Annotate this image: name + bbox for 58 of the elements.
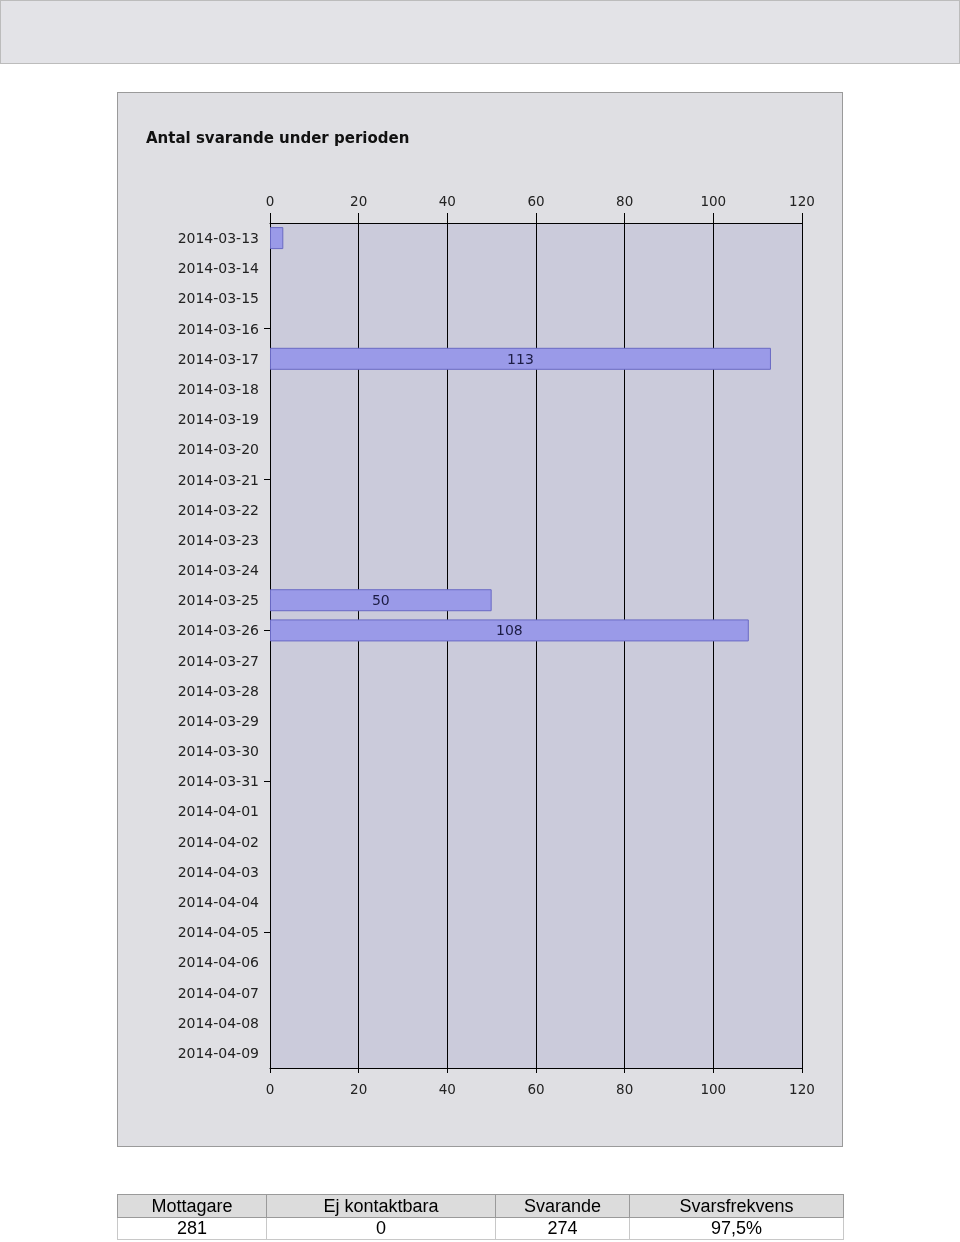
y-tick-label: 2014-03-15 [177,290,259,307]
x2-tick-label: 0 [265,193,275,209]
x2-tick-label: 80 [616,193,634,209]
y-tick-label: 2014-03-17 [177,350,259,367]
y-tick-label: 2014-04-05 [177,924,259,941]
y-tick-label: 2014-04-07 [177,984,259,1001]
x2-tick-label: 100 [700,193,727,209]
x2-tick-label: 120 [789,193,815,209]
data-label: 281 [117,1217,267,1240]
x-tick-label: 120 [789,1081,815,1097]
y-tick-label: 2014-03-31 [177,773,259,790]
bar [270,619,749,642]
y-tick-label: 2014-03-20 [177,441,259,458]
x-tick-label: 0 [265,1081,275,1097]
data-label: 0 [266,1217,496,1240]
category-label: Mottagare [117,1194,267,1218]
x-tick-label: 60 [527,1081,545,1097]
y-tick-label: 2014-03-19 [177,411,259,428]
x-tick-label: 100 [700,1081,727,1097]
y-tick-label: 2014-03-14 [177,260,260,277]
x2-tick-label: 40 [438,193,456,209]
y-tick-label: 2014-04-01 [177,803,259,820]
chart-title: Antal svarande under perioden [146,128,410,147]
y-tick-label: 2014-04-06 [177,954,260,971]
y-tick-label: 2014-03-26 [177,622,260,639]
data-label: 113 [507,350,534,367]
category-label: Svarsfrekvens [629,1194,844,1218]
data-label: 274 [495,1217,630,1240]
y-tick-label: 2014-03-23 [177,531,259,548]
y-tick-label: 2014-04-03 [177,863,259,880]
y-tick-label: 2014-03-28 [177,682,259,699]
y-tick-label: 2014-04-02 [177,833,259,850]
bar [270,347,771,370]
y-tick-label: 2014-03-22 [177,501,259,518]
y-tick-label: 2014-03-18 [177,380,259,397]
data-label: 50 [371,592,390,609]
bar [270,589,492,612]
y-tick-label: 2014-04-04 [177,894,260,911]
x-tick-label: 80 [616,1081,634,1097]
data-label: 108 [496,622,523,639]
data-label: 97,5% [629,1217,844,1240]
bar [270,227,284,250]
y-tick-label: 2014-03-24 [177,562,260,579]
x-tick-label: 20 [350,1081,368,1097]
y-tick-label: 2014-04-09 [177,1044,259,1061]
x2-tick-label: 60 [527,193,545,209]
x-tick-label: 40 [438,1081,456,1097]
y-tick-label: 2014-03-25 [177,592,259,609]
x2-tick-label: 20 [350,193,368,209]
y-tick-label: 2014-03-30 [177,743,259,760]
y-tick-label: 2014-03-27 [177,652,259,669]
y-tick-label: 2014-03-16 [177,320,260,337]
y-tick-label: 2014-03-29 [177,712,259,729]
category-label: Ej kontaktbara [266,1194,496,1218]
y-tick-label: 2014-04-08 [177,1014,259,1031]
y-tick-label: 2014-03-13 [177,230,259,247]
y-tick-label: 2014-03-21 [177,471,259,488]
category-label: Svarande [495,1194,630,1218]
